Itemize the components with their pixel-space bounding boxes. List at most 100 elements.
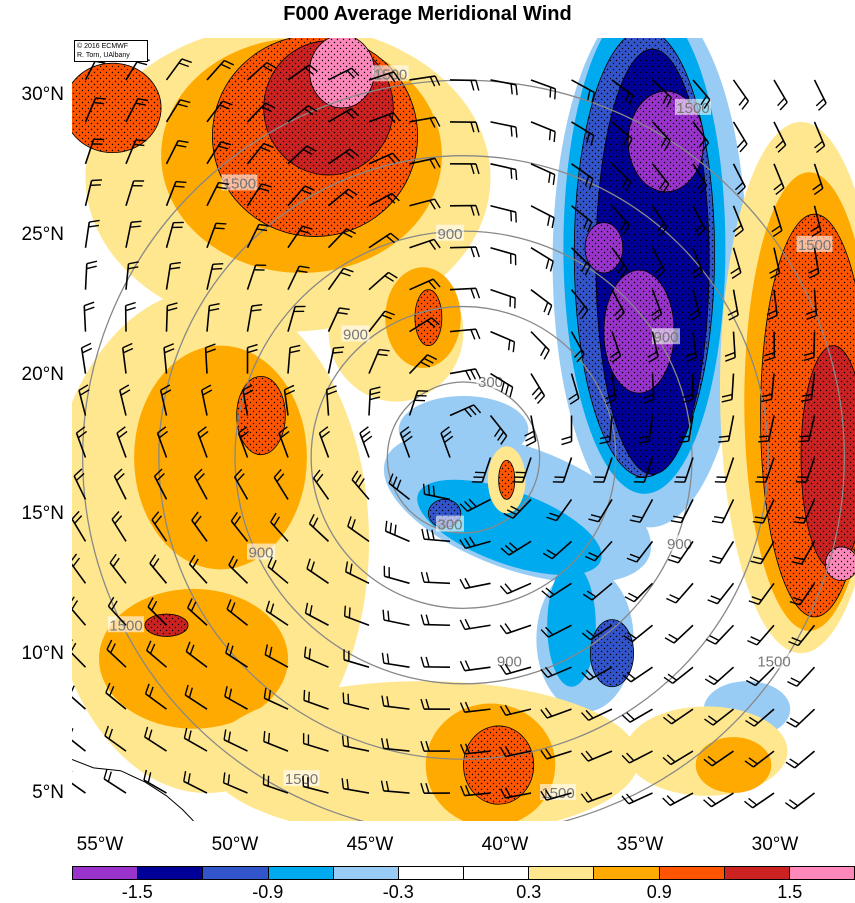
lat-tick-label: 15°N (0, 503, 64, 525)
wind-barb (531, 80, 555, 89)
credit-box: © 2016 ECMWF R. Torn, UAlbany (74, 40, 148, 62)
wind-barb-flag (787, 682, 796, 687)
wind-barb (629, 793, 653, 804)
colorbar-segment (269, 867, 334, 879)
colorbar-segment (790, 867, 854, 879)
wind-barb-flag (548, 215, 550, 225)
wind-barb-flag (213, 264, 223, 265)
wind-barb (491, 80, 517, 85)
lon-tick-label: 40°W (460, 834, 550, 856)
wind-barb-flag (562, 437, 572, 440)
lat-tick-label: 5°N (0, 782, 64, 804)
credit-line: R. Torn, UAlbany (77, 51, 145, 60)
wind-barb-flag (421, 657, 424, 667)
wind-barb-flag (421, 572, 424, 582)
wind-barb-flag (421, 615, 424, 625)
wind-barb (531, 332, 549, 351)
wind-barb-flag (555, 89, 556, 99)
wind-barb-flag (212, 269, 222, 270)
wind-barb-flag (705, 679, 714, 684)
colorbar-segment (138, 867, 203, 879)
wind-barb-flag (82, 348, 91, 352)
lon-tick-label: 50°W (190, 834, 280, 856)
wind-barb-flag (348, 694, 349, 704)
wind-barb (384, 576, 409, 583)
wind-barb (450, 288, 476, 289)
wind-barb-flag (505, 584, 512, 592)
wind-barb (491, 164, 516, 170)
wind-barb-flag (706, 639, 715, 644)
wind-barb-flag (471, 80, 474, 90)
wind-barb-flag (433, 486, 434, 496)
wind-barb-flag (388, 611, 389, 621)
wind-barb (491, 248, 516, 255)
wind-barb-flag (90, 185, 100, 186)
wind-barb (86, 264, 87, 290)
wind-barb-flag (671, 521, 681, 523)
wind-barb-flag (789, 800, 797, 806)
wind-barb-flag (747, 641, 757, 645)
wind-barb-flag (798, 441, 808, 442)
wind-barb-flag (471, 247, 474, 257)
wind-barb (531, 290, 552, 306)
wind-barb-flag (790, 759, 799, 765)
wind-barb-flag (465, 578, 470, 587)
wind-barb (757, 625, 774, 645)
wind-barb-flag (711, 596, 721, 600)
wind-barb-flag (427, 529, 429, 539)
wind-barb-flag (562, 442, 572, 445)
wind-barb (673, 667, 693, 683)
shading-south-positive (696, 737, 772, 793)
wind-barb (386, 531, 410, 541)
wind-barb-flag (751, 637, 761, 641)
wind-barb-flag (84, 302, 94, 305)
wind-barb-flag (126, 308, 136, 311)
wind-barb (507, 583, 531, 593)
wind-barb-flag (343, 735, 344, 745)
wind-barb-flag (549, 172, 550, 182)
wind-barb-flag (383, 610, 384, 620)
ring-label: 900 (248, 545, 273, 562)
wind-barb (424, 582, 450, 583)
colorbar-segment (464, 867, 529, 879)
wind-barb-flag (511, 84, 512, 94)
wind-barb-flag (816, 99, 824, 106)
wind-barb-flag (535, 392, 542, 400)
wind-barb-flag (87, 261, 97, 263)
stipple-northwest-positive (72, 63, 161, 152)
wind-barb (714, 667, 733, 684)
wind-barb-flag (799, 436, 809, 437)
lon-tick-label: 55°W (55, 834, 145, 856)
wind-barb (720, 541, 734, 563)
wind-barb (634, 583, 652, 601)
map-canvas: 3003009009009009009009001500150015001500… (72, 38, 855, 821)
wind-barb (795, 751, 815, 768)
wind-barb-flag (500, 625, 506, 633)
stipple-east-positive (825, 547, 855, 581)
wind-barb-flag (712, 521, 722, 523)
wind-barb-flag (395, 525, 396, 535)
wind-barb-flag (362, 431, 370, 437)
wind-barb (72, 778, 86, 793)
ring-label: 900 (667, 536, 692, 553)
wind-barb-flag (476, 247, 479, 257)
wind-barb (670, 793, 693, 805)
wind-barb-flag (108, 772, 111, 782)
ring-label: 300 (437, 517, 462, 534)
wind-barb-flag (516, 85, 517, 95)
wind-barb-flag (500, 586, 507, 594)
colorbar-segment (334, 867, 399, 879)
colorbar-segment (529, 867, 594, 879)
wind-barb-flag (390, 523, 391, 533)
wind-barb (531, 248, 553, 262)
wind-barb-flag (264, 731, 265, 741)
wind-barb (491, 122, 516, 127)
wind-barb-flag (666, 599, 675, 603)
lat-tick-label: 30°N (0, 84, 64, 106)
ring-label: 900 (497, 654, 522, 671)
lon-tick-label: 45°W (325, 834, 415, 856)
wind-barb (104, 779, 126, 793)
wind-barb-flag (548, 305, 552, 315)
wind-barb-flag (428, 485, 429, 495)
wind-barb-flag (744, 801, 752, 808)
